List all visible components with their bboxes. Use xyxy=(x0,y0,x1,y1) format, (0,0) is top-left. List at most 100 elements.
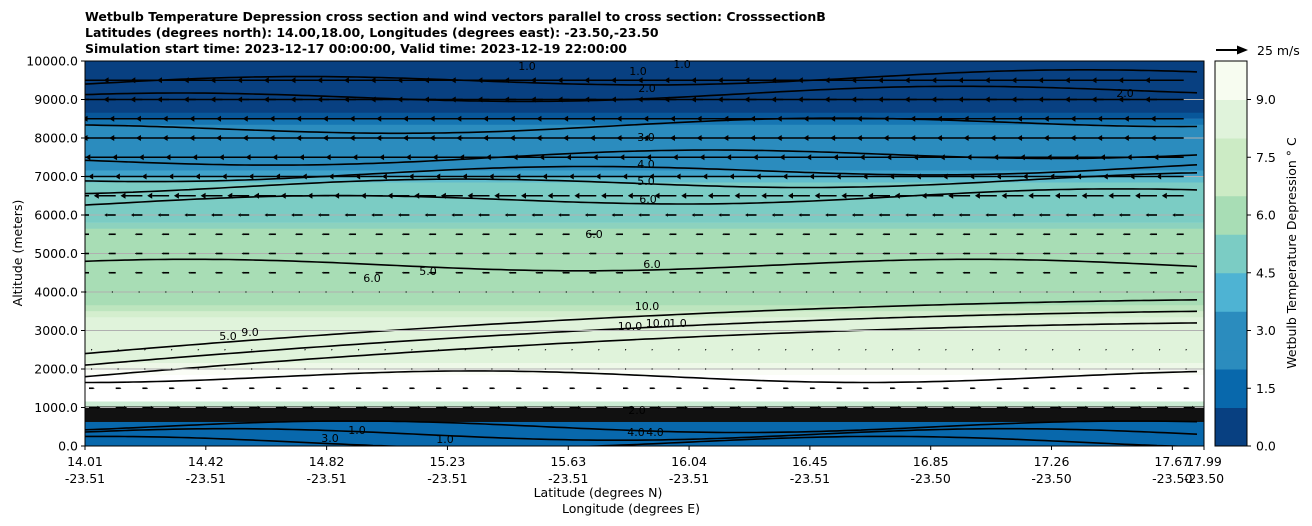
wind-arrowhead-13 xyxy=(651,368,654,370)
wind-arrowhead-4 xyxy=(85,154,91,161)
x-tick-label-lat-0: 14.01 xyxy=(67,454,103,469)
wind-arrowhead-8 xyxy=(294,233,297,236)
wind-arrowhead-9 xyxy=(508,252,511,255)
wind-arrowhead-0 xyxy=(744,77,750,84)
wind-arrowhead-9 xyxy=(642,252,645,255)
wind-arrowhead-4 xyxy=(886,154,892,161)
wind-arrowhead-15 xyxy=(684,405,688,410)
wind-arrowhead-4 xyxy=(806,154,812,161)
contour-label-21: 4.0 xyxy=(646,426,664,439)
wind-arrowhead-11 xyxy=(805,291,808,293)
wind-arrowhead-1 xyxy=(584,96,590,103)
wind-arrowhead-6 xyxy=(467,192,473,199)
wind-arrowhead-6 xyxy=(761,192,767,199)
wind-arrowhead-2 xyxy=(402,115,408,122)
wind-arrowhead-13 xyxy=(598,368,600,370)
x-tick-label-lat-7: 16.85 xyxy=(913,454,949,469)
wind-arrowhead-5 xyxy=(1129,173,1135,180)
wind-arrowhead-5 xyxy=(568,173,574,180)
wind-arrowhead-4 xyxy=(832,154,838,161)
wind-arrowhead-12 xyxy=(918,348,921,351)
wind-arrowhead-8 xyxy=(428,233,431,236)
wind-arrowhead-2 xyxy=(563,115,569,122)
wind-arrowhead-12 xyxy=(331,348,333,351)
colorbar-segment-17 xyxy=(1215,99,1247,120)
wind-arrowhead-6 xyxy=(1055,192,1061,199)
contour-label-1: 1.0 xyxy=(629,65,647,78)
wind-arrowhead-8 xyxy=(481,233,484,236)
wind-arrowhead-15 xyxy=(791,405,795,410)
wind-arrowhead-3 xyxy=(723,135,729,141)
field-layer-2 xyxy=(85,311,1204,369)
wind-arrowhead-12 xyxy=(758,348,760,351)
wind-arrowhead-1 xyxy=(797,96,803,103)
wind-arrowhead-13 xyxy=(731,368,734,370)
wind-arrowhead-10 xyxy=(1122,271,1125,274)
wind-arrowhead-4 xyxy=(592,154,598,161)
wind-arrowhead-8 xyxy=(588,233,591,236)
wind-arrowhead-4 xyxy=(432,154,438,161)
wind-arrowhead-3 xyxy=(1070,135,1076,141)
wind-arrowhead-14 xyxy=(493,387,496,390)
wind-arrowhead-6 xyxy=(1001,192,1007,199)
wind-arrowhead-2 xyxy=(429,115,435,122)
wind-arrowhead-14 xyxy=(413,387,416,390)
wind-arrowhead-12 xyxy=(464,348,467,351)
wind-arrowhead-0 xyxy=(50,77,55,83)
wind-arrowhead-4 xyxy=(1046,154,1052,161)
contour-label-3: 2.0 xyxy=(638,82,656,95)
wind-arrowhead-8 xyxy=(81,233,83,235)
wind-arrowhead-7 xyxy=(344,213,348,217)
wind-arrowhead-9 xyxy=(1176,252,1179,255)
wind-arrowhead-5 xyxy=(381,173,387,180)
wind-arrowhead-0 xyxy=(904,77,910,84)
wind-arrowhead-12 xyxy=(277,348,280,351)
wind-arrowhead-0 xyxy=(557,77,563,84)
wind-arrowhead-14 xyxy=(306,387,309,390)
wind-arrowhead-15 xyxy=(898,405,902,410)
wind-arrowhead-15 xyxy=(97,405,101,410)
wind-arrowhead-10 xyxy=(1015,271,1018,274)
wind-arrowhead-8 xyxy=(321,233,324,236)
wind-arrowhead-2 xyxy=(1017,115,1023,122)
wind-arrowhead-8 xyxy=(828,233,831,236)
wind-arrowhead-8 xyxy=(535,233,538,236)
wind-arrowhead-9 xyxy=(882,252,885,255)
wind-arrowhead-14 xyxy=(467,387,469,390)
wind-arrowhead-3 xyxy=(910,135,916,141)
wind-arrowhead-8 xyxy=(748,233,751,236)
contour-label-12: 5.0 xyxy=(219,330,237,343)
wind-arrowhead-1 xyxy=(397,96,403,103)
wind-arrowhead-6 xyxy=(334,192,340,199)
wind-arrowhead-8 xyxy=(1015,233,1018,236)
wind-arrowhead-10 xyxy=(935,271,938,274)
wind-arrowhead-8 xyxy=(134,233,137,236)
colorbar-segment-1 xyxy=(1215,407,1247,428)
wind-arrowhead-14 xyxy=(627,387,629,390)
wind-arrowhead-13 xyxy=(544,368,547,370)
wind-arrowhead-6 xyxy=(307,192,313,199)
wind-arrowhead-1 xyxy=(343,96,349,103)
wind-arrowhead-14 xyxy=(440,387,442,390)
wind-arrowhead-13 xyxy=(464,368,467,370)
wind-arrowhead-6 xyxy=(360,192,366,199)
wind-arrowhead-10 xyxy=(294,271,297,274)
colorbar-segment-18 xyxy=(1215,80,1247,100)
wind-arrowhead-8 xyxy=(642,233,645,236)
wind-arrowhead-2 xyxy=(189,115,195,122)
wind-arrowhead-8 xyxy=(855,233,858,236)
wind-arrowhead-0 xyxy=(237,77,243,84)
wind-arrowhead-10 xyxy=(615,271,618,274)
wind-arrowhead-2 xyxy=(750,115,756,122)
wind-arrowhead-2 xyxy=(883,115,889,122)
wind-arrowhead-14 xyxy=(653,387,656,390)
wind-arrowhead-9 xyxy=(188,252,191,255)
wind-arrowhead-1 xyxy=(1011,96,1017,103)
wind-arrowhead-7 xyxy=(825,213,829,217)
wind-arrowhead-15 xyxy=(497,405,501,410)
wind-arrowhead-8 xyxy=(722,233,725,236)
wind-arrowhead-4 xyxy=(1126,154,1132,161)
wind-arrowhead-11 xyxy=(591,291,594,293)
wind-arrowhead-9 xyxy=(481,252,484,255)
wind-arrowhead-9 xyxy=(241,252,244,255)
